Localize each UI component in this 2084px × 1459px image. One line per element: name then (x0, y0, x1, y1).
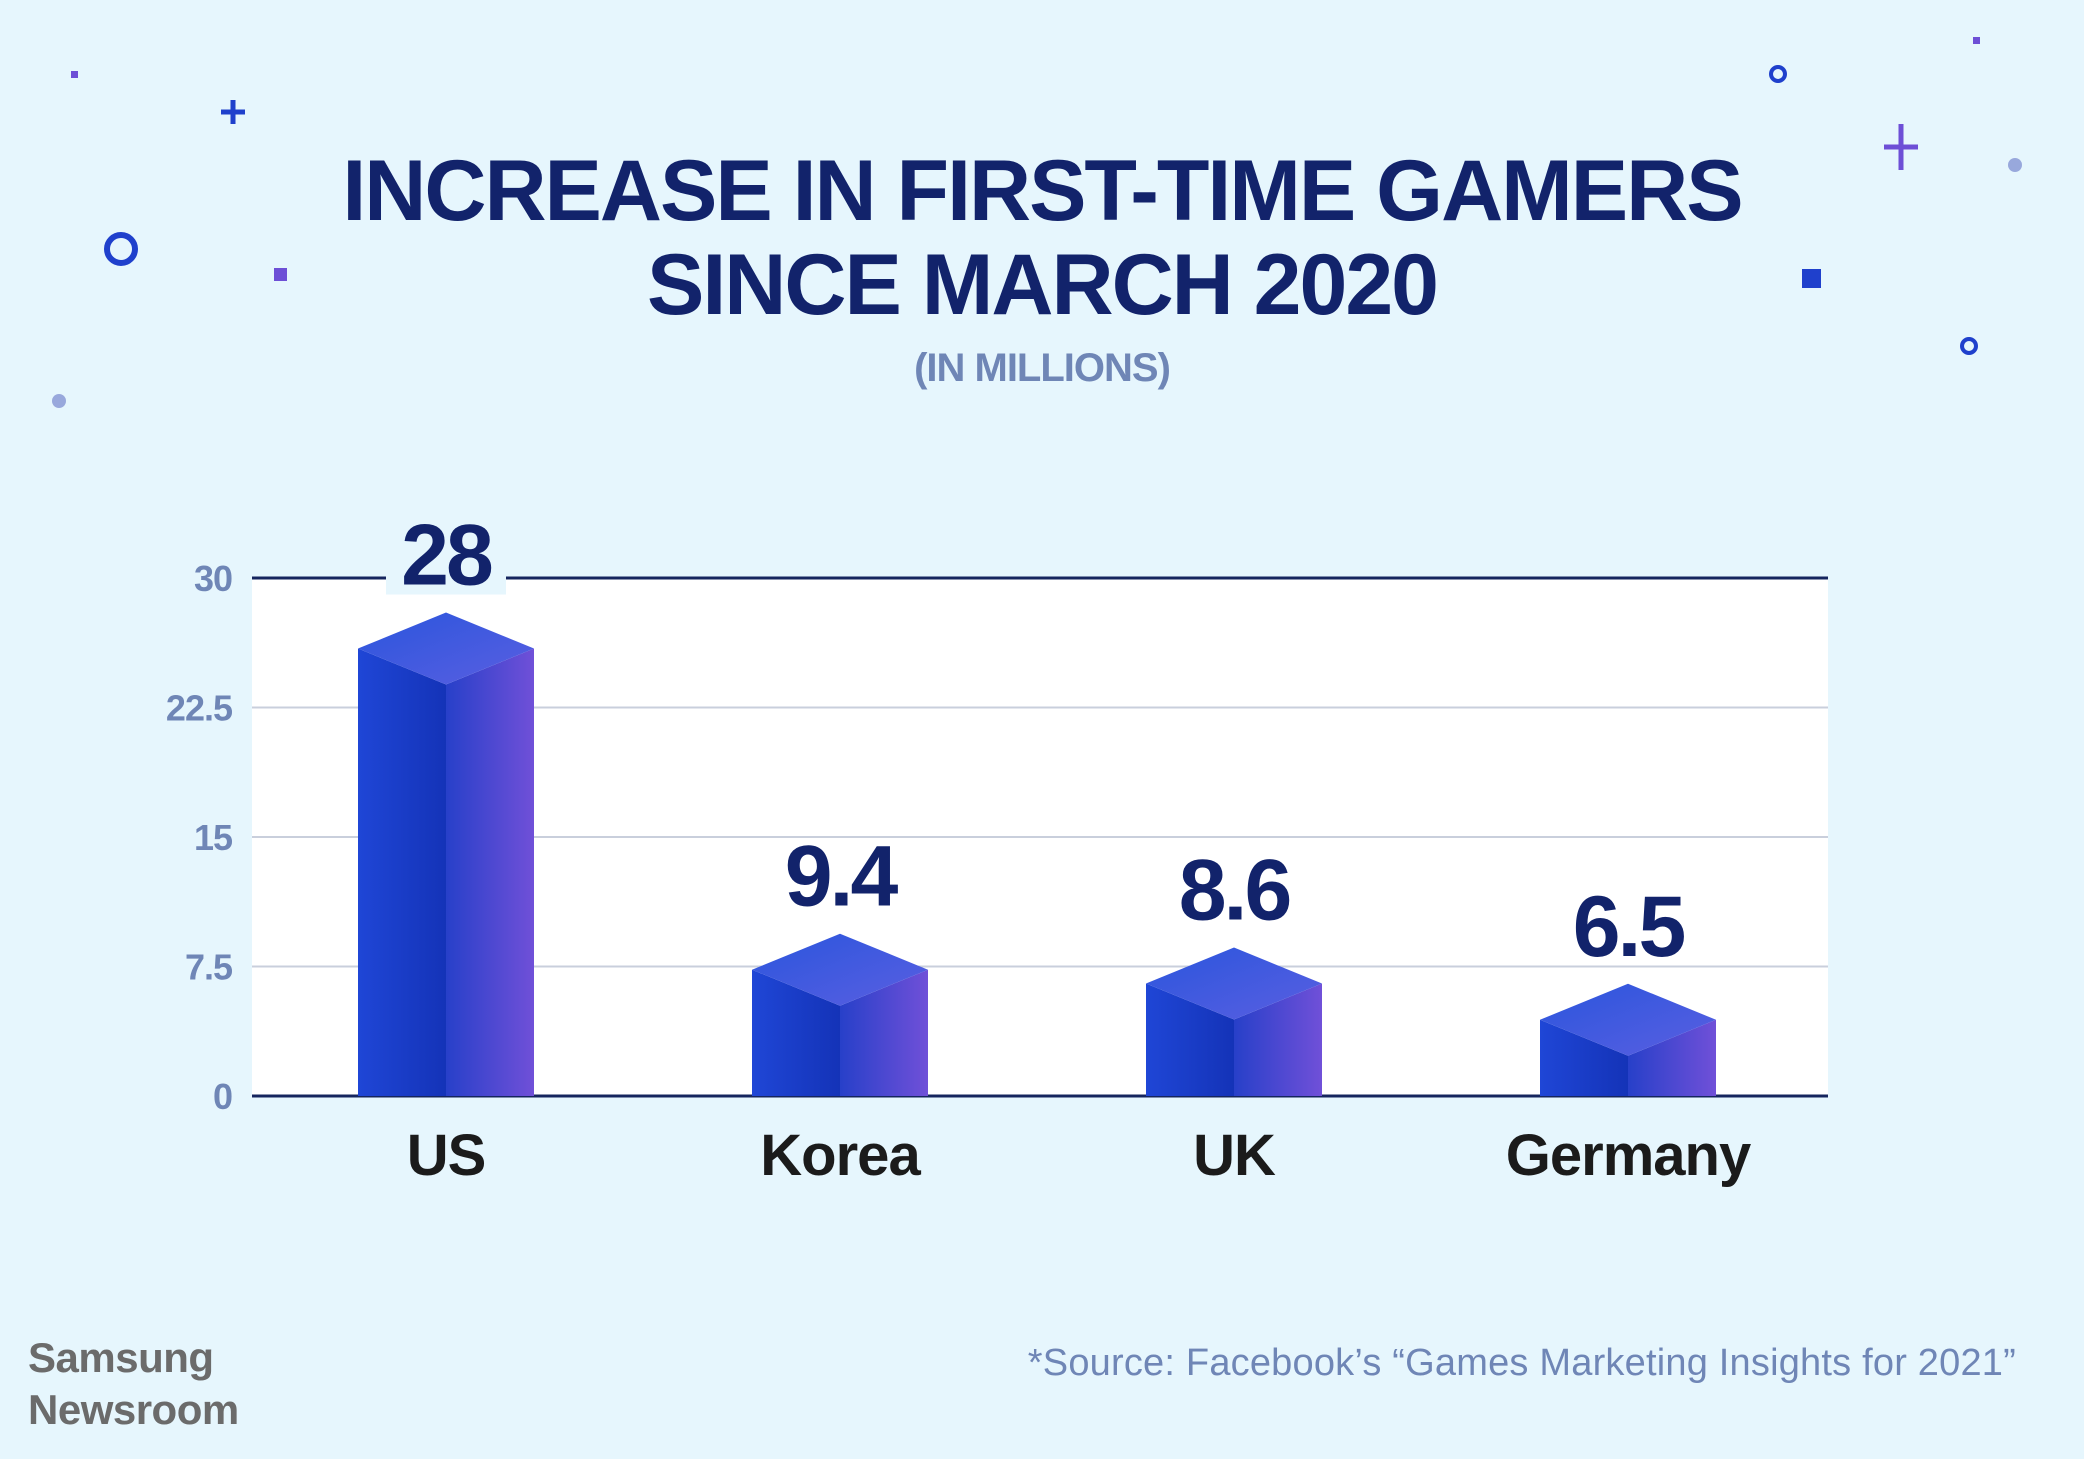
bar-top-face (1146, 947, 1322, 1020)
x-category-label: Germany (1506, 1123, 1751, 1188)
bar-chart: 0 7.5 15 22.5 30 28 US 9.4 Korea 8.6 UK 6.5 Germany (166, 508, 1828, 1188)
ring-decoration (1769, 65, 1787, 83)
bar-top-face (752, 933, 928, 1006)
bar-top-face (358, 612, 534, 685)
ring-decoration (1960, 337, 1978, 355)
bar-side-face (1628, 1019, 1716, 1096)
x-category-label: UK (1193, 1123, 1276, 1188)
bar-side-face (446, 648, 534, 1096)
brand-line-1: Samsung (28, 1334, 214, 1381)
x-category-label: Korea (760, 1123, 921, 1188)
chart-subtitle: (IN MILLIONS) (914, 346, 1171, 390)
brand-line-2: Newsroom (28, 1386, 239, 1433)
bar-value-label: 9.4 (785, 829, 899, 925)
bar-value-label: 28 (401, 508, 492, 604)
y-tick-label: 15 (194, 817, 233, 858)
ring-decoration (104, 232, 138, 266)
plus-decoration (221, 100, 245, 124)
bar-front-face (752, 969, 840, 1096)
bar-front-face (1540, 1019, 1628, 1096)
value-label-backdrop (386, 508, 506, 595)
bar-front-face (1146, 983, 1234, 1096)
y-tick-label: 30 (194, 558, 232, 599)
y-tick-label: 7.5 (185, 947, 233, 988)
chart-title-line-2: SINCE MARCH 2020 (647, 237, 1439, 333)
x-category-label: US (407, 1123, 486, 1188)
bar-side-face (1234, 983, 1322, 1096)
bar-value-label: 8.6 (1179, 843, 1290, 939)
source-note: *Source: Facebook’s “Games Marketing Ins… (1027, 1342, 2016, 1384)
brand-logo: Samsung Newsroom (28, 1332, 239, 1436)
decorations (52, 37, 2022, 408)
bar-value-label: 6.5 (1573, 879, 1685, 975)
square-decoration (1973, 37, 1980, 44)
y-tick-label: 0 (213, 1076, 232, 1117)
plus-decoration (1884, 124, 1918, 170)
y-tick-label: 22.5 (166, 688, 233, 729)
dot-decoration (52, 394, 66, 408)
chart-title-line-1: INCREASE IN FIRST-TIME GAMERS (342, 143, 1743, 239)
square-decoration (1802, 269, 1821, 288)
square-decoration (274, 268, 287, 281)
bar-side-face (840, 969, 928, 1096)
dot-decoration (2008, 158, 2022, 172)
bar-front-face (358, 648, 446, 1096)
square-decoration (71, 71, 78, 78)
bar-top-face (1540, 983, 1716, 1056)
